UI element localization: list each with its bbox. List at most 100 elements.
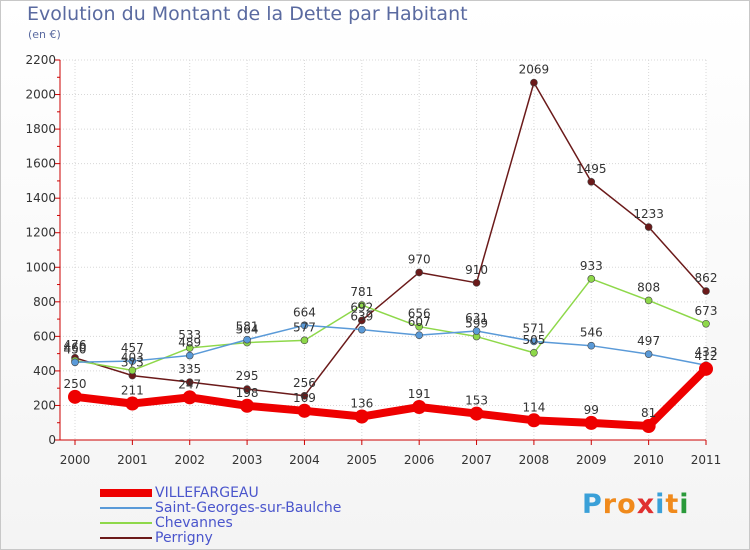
data-point xyxy=(587,177,596,186)
legend-label: VILLEFARGEAU xyxy=(155,485,259,501)
data-label: 505 xyxy=(522,333,545,347)
data-label: 546 xyxy=(580,326,603,340)
data-label: 373 xyxy=(121,356,144,370)
data-point xyxy=(128,357,137,365)
data-point xyxy=(472,327,481,335)
data-point xyxy=(71,358,79,367)
data-label: 571 xyxy=(522,321,545,335)
data-label: 673 xyxy=(695,304,718,318)
data-label: 153 xyxy=(465,394,488,408)
y-tick-label: 400 xyxy=(33,364,56,378)
series-line-perrigny xyxy=(74,81,707,397)
y-tick-label: 1600 xyxy=(25,157,56,171)
data-label: 114 xyxy=(522,400,545,414)
x-tick-label: 2010 xyxy=(633,453,664,467)
data-label: 577 xyxy=(293,320,316,334)
grid-lines xyxy=(60,59,707,441)
chart-title: Evolution du Montant de la Dette par Hab… xyxy=(27,3,468,25)
legend-swatch xyxy=(100,522,152,524)
data-point xyxy=(185,351,194,360)
x-tick-label: 2009 xyxy=(576,453,607,467)
x-tick-label: 2004 xyxy=(289,453,320,467)
data-point xyxy=(644,296,653,305)
data-label: 403 xyxy=(121,350,144,364)
data-label: 639 xyxy=(350,310,373,324)
axes: 0 200 400 600 800 1000 1200 1400 1600 1800 2000 220… xyxy=(25,53,721,467)
data-label: 295 xyxy=(236,369,259,383)
x-tick-label: 2008 xyxy=(519,453,550,467)
y-tick-label: 1000 xyxy=(25,260,56,274)
legend-label: Saint-Georges-sur-Baulche xyxy=(155,500,342,516)
data-point xyxy=(243,385,251,393)
chart-subtitle: (en €) xyxy=(28,28,61,41)
data-point xyxy=(300,336,309,345)
data-point xyxy=(530,78,538,87)
data-point xyxy=(300,391,309,400)
data-label: 250 xyxy=(64,377,87,391)
x-tick-label: 2007 xyxy=(461,453,492,467)
data-point xyxy=(354,409,369,424)
data-label: 247 xyxy=(178,377,201,391)
data-point xyxy=(584,415,599,430)
data-label: 412 xyxy=(695,349,718,363)
x-tick-label: 2001 xyxy=(117,453,148,467)
data-point xyxy=(469,406,484,421)
data-label: 564 xyxy=(236,323,259,337)
data-label: 862 xyxy=(695,271,718,285)
legend-label: Chevannes xyxy=(155,515,233,531)
data-point xyxy=(185,378,194,386)
data-point xyxy=(125,396,140,411)
x-tick-label: 2005 xyxy=(347,453,378,467)
data-label: 781 xyxy=(350,285,373,299)
data-label: 631 xyxy=(465,311,488,325)
data-point xyxy=(702,319,710,328)
logo-letter: i xyxy=(679,489,690,520)
logo-letter: P xyxy=(582,489,603,520)
y-tick-label: 2000 xyxy=(25,88,56,102)
x-tick-label: 2011 xyxy=(691,453,722,467)
data-label: 476 xyxy=(64,338,87,352)
data-label: 169 xyxy=(293,391,316,405)
data-point xyxy=(300,321,309,330)
y-tick-label: 1200 xyxy=(25,226,56,240)
data-point xyxy=(415,331,423,339)
data-point xyxy=(587,341,596,350)
data-point xyxy=(297,403,312,418)
data-label: 656 xyxy=(408,307,431,321)
data-label: 933 xyxy=(580,259,603,273)
data-point xyxy=(358,301,366,309)
data-point xyxy=(182,390,197,405)
data-point xyxy=(358,316,366,325)
data-point xyxy=(472,279,481,287)
logo-letter: r xyxy=(602,489,618,520)
logo-letter: t xyxy=(665,489,680,520)
data-point xyxy=(641,419,656,434)
logo-letter: i xyxy=(655,489,666,520)
data-label: 808 xyxy=(637,280,660,294)
data-point xyxy=(243,335,251,344)
data-point xyxy=(644,350,653,358)
data-label: 2069 xyxy=(519,63,550,77)
data-label: 664 xyxy=(293,305,316,319)
series-line-saint-georges-sur-baulche xyxy=(74,324,707,366)
y-tick-label: 200 xyxy=(33,398,56,412)
y-tick-label: 600 xyxy=(33,329,56,343)
x-tick-label: 2003 xyxy=(232,453,263,467)
data-label: 211 xyxy=(121,384,144,398)
y-tick-label: 800 xyxy=(33,295,56,309)
data-label: 692 xyxy=(350,300,373,314)
data-point xyxy=(415,322,423,331)
data-point xyxy=(185,344,194,352)
data-point xyxy=(587,275,596,283)
data-point xyxy=(644,223,653,231)
data-point xyxy=(68,389,82,404)
data-point xyxy=(526,413,541,428)
data-label: 81 xyxy=(641,406,656,420)
data-label: 497 xyxy=(637,334,660,348)
data-labels: 476 373 335 295 256 692 970 910 2069 1495 1233 862 4… xyxy=(64,63,718,420)
data-label: 533 xyxy=(178,328,201,342)
logo-letter: x xyxy=(636,489,656,520)
data-point xyxy=(358,325,366,334)
legend-label: Perrigny xyxy=(155,530,213,546)
